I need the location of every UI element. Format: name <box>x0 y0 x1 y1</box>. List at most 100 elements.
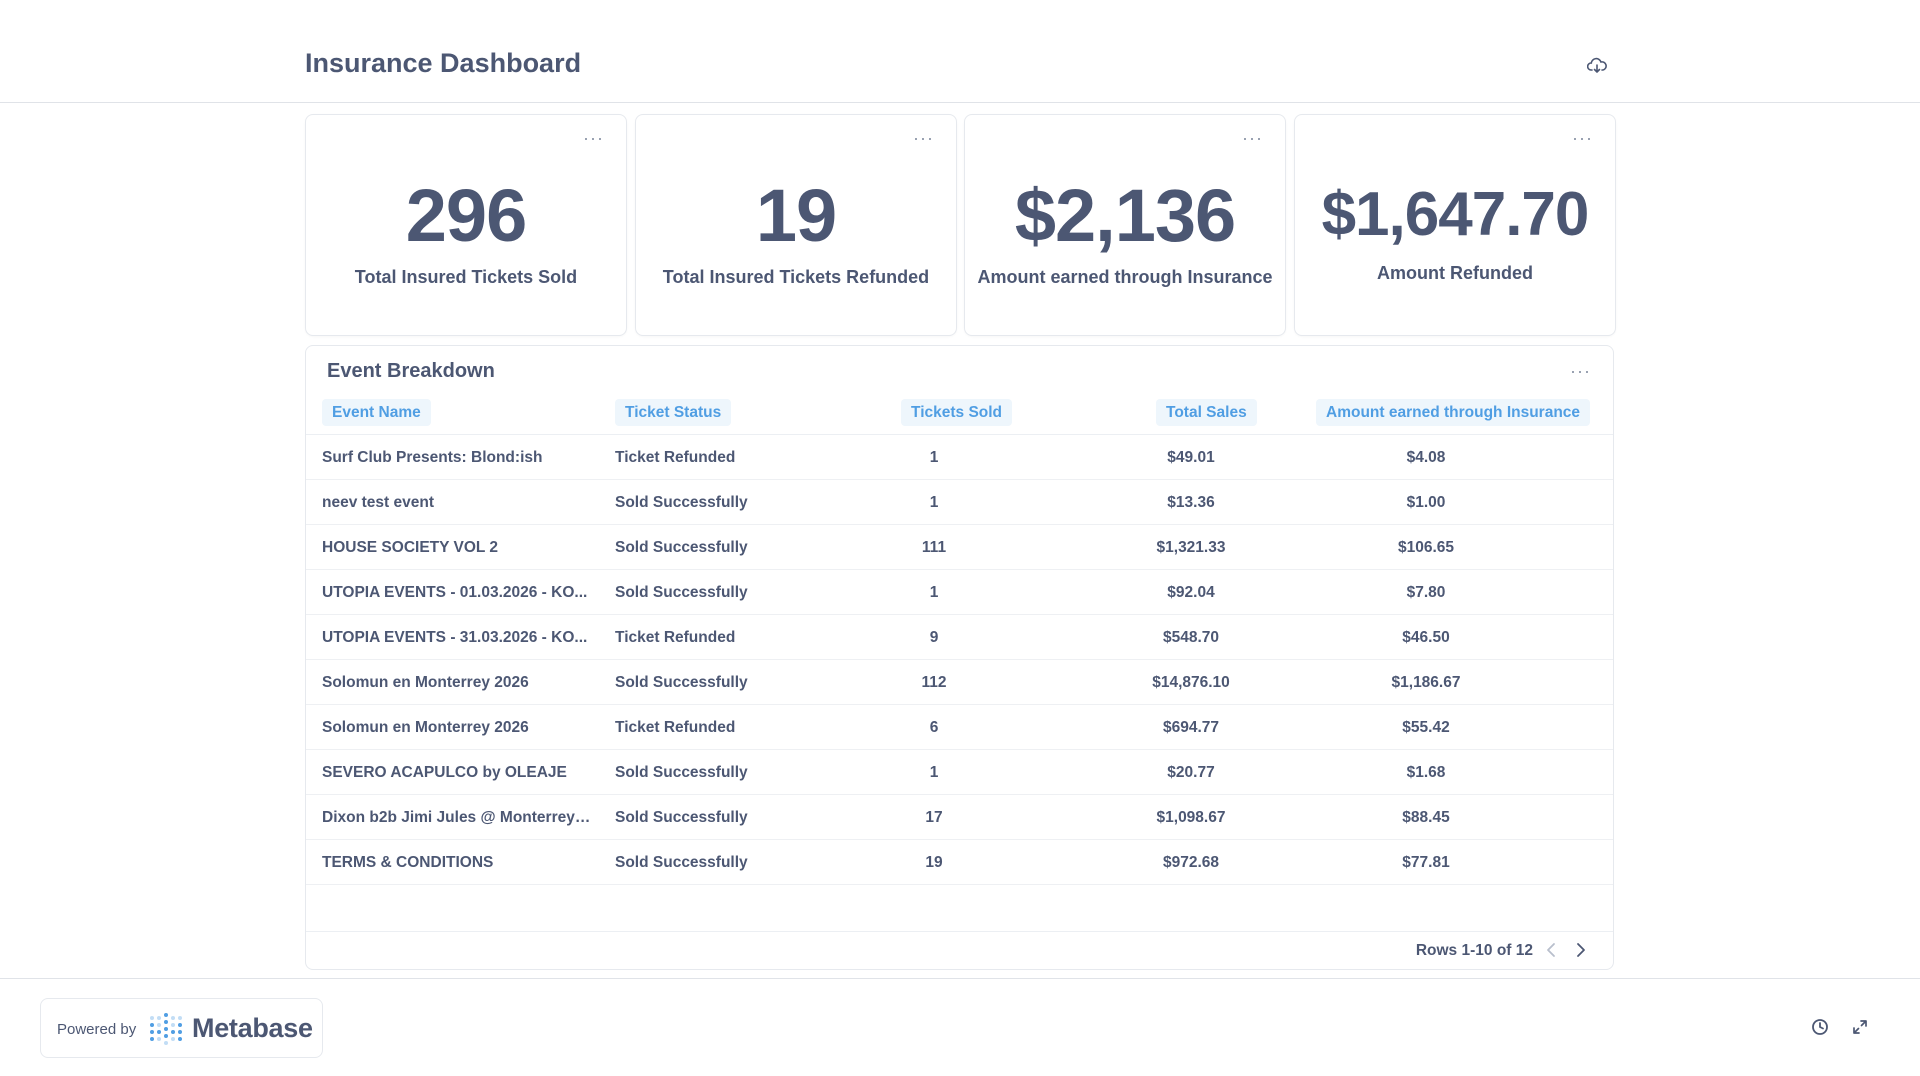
cell-ticket-status: Sold Successfully <box>615 494 748 511</box>
cell-total-sales: $49.01 <box>1167 449 1215 466</box>
card-menu-button[interactable]: ··· <box>1242 128 1263 148</box>
card-value: 296 <box>405 174 527 257</box>
card-menu-button[interactable]: ··· <box>583 128 604 148</box>
cell-amount-earned: $106.65 <box>1397 539 1455 556</box>
cell-event-name[interactable]: UTOPIA EVENTS - 01.03.2026 - KO... <box>322 584 588 601</box>
column-header-ticket-status[interactable]: Ticket Status <box>615 399 732 426</box>
cell-total-sales: $92.04 <box>1167 584 1215 601</box>
footer-divider <box>306 931 1613 932</box>
cell-ticket-status: Ticket Refunded <box>615 629 736 646</box>
cell-total-sales: $20.77 <box>1167 764 1215 781</box>
next-page-button[interactable] <box>1571 938 1591 962</box>
card-label[interactable]: Amount earned through Insurance <box>977 267 1273 287</box>
cell-tickets-sold: 111 <box>921 539 947 556</box>
cell-tickets-sold: 1 <box>929 494 939 511</box>
clock-icon <box>1812 1019 1828 1035</box>
cell-total-sales: $548.70 <box>1162 629 1220 646</box>
cell-ticket-status: Sold Successfully <box>615 674 748 691</box>
auto-refresh-button[interactable] <box>1809 1016 1831 1038</box>
cell-event-name[interactable]: TERMS & CONDITIONS <box>322 854 494 871</box>
column-header-tickets-sold[interactable]: Tickets Sold <box>901 399 1013 426</box>
cell-event-name[interactable]: UTOPIA EVENTS - 31.03.2026 - KO... <box>322 629 588 646</box>
card-value: 19 <box>755 174 837 257</box>
cell-tickets-sold: 1 <box>929 449 939 466</box>
cell-tickets-sold: 6 <box>929 719 939 736</box>
table-row[interactable]: neev test event Sold Successfully 1 $13.36 $… <box>306 480 1613 525</box>
cell-tickets-sold: 9 <box>929 629 939 646</box>
metabase-logo-icon <box>150 1013 182 1045</box>
powered-by-label: Powered by <box>57 1021 137 1038</box>
cell-event-name[interactable]: neev test event <box>322 494 434 511</box>
table-row[interactable]: UTOPIA EVENTS - 31.03.2026 - KO... Ticket… <box>306 615 1613 660</box>
card-menu-button[interactable]: ··· <box>1572 128 1593 148</box>
cell-ticket-status: Sold Successfully <box>615 854 748 871</box>
cell-amount-earned: $77.81 <box>1402 854 1450 871</box>
cell-event-name[interactable]: HOUSE SOCIETY VOL 2 <box>322 539 499 556</box>
cell-ticket-status: Sold Successfully <box>615 539 748 556</box>
column-header-event-name[interactable]: Event Name <box>322 399 431 426</box>
cell-total-sales: $14,876.10 <box>1152 674 1230 691</box>
card-total-insured-sold[interactable]: ··· 296 Total Insured Tickets Sold <box>305 114 627 336</box>
table-row[interactable]: Solomun en Monterrey 2026 Ticket Refunded… <box>306 705 1613 750</box>
column-header-amount-earned[interactable]: Amount earned through Insurance <box>1316 399 1591 426</box>
table-row[interactable]: UTOPIA EVENTS - 01.03.2026 - KO... Sold S… <box>306 570 1613 615</box>
powered-by-metabase-link[interactable]: Powered by Metabase <box>40 998 323 1058</box>
cell-amount-earned: $1.00 <box>1406 494 1446 511</box>
cell-event-name[interactable]: Solomun en Monterrey 2026 <box>322 719 529 736</box>
cell-amount-earned: $7.80 <box>1406 584 1446 601</box>
cell-total-sales: $1,321.33 <box>1156 539 1226 556</box>
fullscreen-button[interactable] <box>1849 1016 1871 1038</box>
download-button[interactable] <box>1586 55 1608 77</box>
chevron-right-icon <box>1577 943 1585 957</box>
metabase-brand: Metabase <box>192 1013 313 1043</box>
table-title[interactable]: Event Breakdown <box>327 360 495 382</box>
cell-tickets-sold: 17 <box>925 809 943 826</box>
cell-ticket-status: Ticket Refunded <box>615 719 736 736</box>
dashboard-header: Insurance Dashboard <box>0 0 1920 103</box>
page-title: Insurance Dashboard <box>305 48 582 78</box>
card-label[interactable]: Amount Refunded <box>1377 263 1533 283</box>
previous-page-button[interactable] <box>1541 938 1561 962</box>
cell-event-name[interactable]: SEVERO ACAPULCO by OLEAJE <box>322 764 567 781</box>
table-row[interactable]: SEVERO ACAPULCO by OLEAJE Sold Successful… <box>306 750 1613 795</box>
card-amount-earned[interactable]: ··· $2,136 Amount earned through Insuran… <box>964 114 1286 336</box>
cell-total-sales: $972.68 <box>1162 854 1220 871</box>
cell-ticket-status: Ticket Refunded <box>615 449 736 466</box>
card-menu-button[interactable]: ··· <box>913 128 934 148</box>
cell-ticket-status: Sold Successfully <box>615 809 748 826</box>
card-label[interactable]: Total Insured Tickets Sold <box>354 267 578 287</box>
table-row[interactable]: HOUSE SOCIETY VOL 2 Sold Successfully 111 $… <box>306 525 1613 570</box>
card-label[interactable]: Total Insured Tickets Refunded <box>662 267 930 287</box>
table-row[interactable]: Solomun en Monterrey 2026 Sold Successful… <box>306 660 1613 705</box>
cell-tickets-sold: 112 <box>921 674 947 691</box>
expand-icon <box>1853 1020 1867 1034</box>
table-row[interactable]: Surf Club Presents: Blond:ish Ticket Refu… <box>306 435 1613 480</box>
cloud-download-icon <box>1587 57 1607 73</box>
cell-amount-earned: $88.45 <box>1402 809 1450 826</box>
cell-total-sales: $13.36 <box>1167 494 1215 511</box>
cell-total-sales: $1,098.67 <box>1156 809 1226 826</box>
cell-amount-earned: $1.68 <box>1406 764 1446 781</box>
column-header-total-sales[interactable]: Total Sales <box>1156 399 1257 426</box>
table-row[interactable]: Dixon b2b Jimi Jules @ Monterrey 2... Sol… <box>306 795 1613 840</box>
card-value: $1,647.70 <box>1321 180 1590 249</box>
card-amount-refunded[interactable]: ··· $1,647.70 Amount Refunded <box>1294 114 1616 336</box>
card-menu-button[interactable]: ··· <box>1570 361 1591 381</box>
table-row[interactable]: TERMS & CONDITIONS Sold Successfully 19 $97… <box>306 840 1613 885</box>
cell-amount-earned: $4.08 <box>1406 449 1446 466</box>
header-divider <box>306 434 1613 435</box>
cell-tickets-sold: 1 <box>929 764 939 781</box>
cell-event-name[interactable]: Solomun en Monterrey 2026 <box>322 674 529 691</box>
cell-event-name[interactable]: Dixon b2b Jimi Jules @ Monterrey 2... <box>322 809 592 826</box>
card-value: $2,136 <box>1014 174 1236 257</box>
event-breakdown-card: Event Breakdown ··· Event Name Ticket St… <box>305 345 1614 970</box>
chevron-left-icon <box>1547 943 1555 957</box>
cell-tickets-sold: 1 <box>929 584 939 601</box>
cell-event-name[interactable]: Surf Club Presents: Blond:ish <box>322 449 543 466</box>
cell-ticket-status: Sold Successfully <box>615 584 748 601</box>
cell-total-sales: $694.77 <box>1162 719 1220 736</box>
card-total-insured-refunded[interactable]: ··· 19 Total Insured Tickets Refunded <box>635 114 957 336</box>
cell-amount-earned: $55.42 <box>1402 719 1450 736</box>
cell-tickets-sold: 19 <box>925 854 943 871</box>
pagination-label: Rows 1-10 of 12 <box>1415 942 1533 959</box>
